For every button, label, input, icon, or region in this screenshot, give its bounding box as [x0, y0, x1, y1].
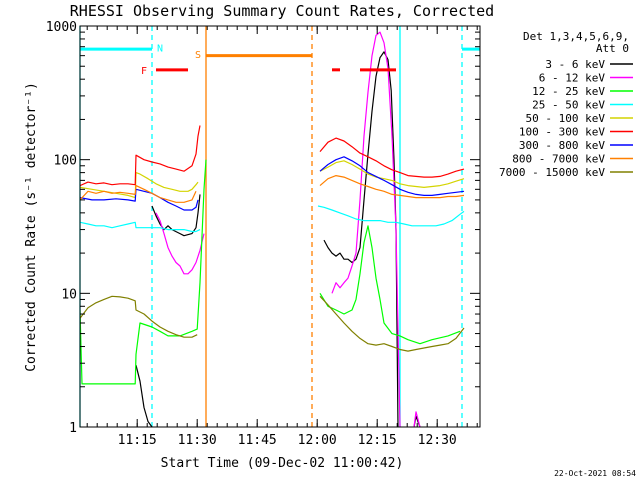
flag-bars: N S F [80, 44, 480, 77]
x-tick-label-2: 11:45 [238, 433, 277, 448]
plot-frame [79, 25, 481, 428]
legend-label-2: 12 - 25 keV [532, 85, 605, 98]
x-tick-label-4: 12:15 [358, 433, 397, 448]
series-line-4-1 [319, 160, 465, 188]
series-line-3-0 [80, 221, 201, 233]
footer-timestamp: 22-Oct-2021 08:54 [554, 469, 636, 478]
y-axis-label: Corrected Count Rate (s⁻¹ detector⁻¹) [24, 82, 39, 372]
series-line-0-0 [135, 365, 153, 427]
x-axis-label: Start Time (09-Dec-02 11:00:42) [161, 456, 404, 471]
series-line-4-0 [80, 172, 199, 199]
series-line-3-1 [317, 205, 465, 227]
legend-header-0: Det 1,3,4,5,6,9, [523, 30, 629, 43]
series-line-5-0 [80, 125, 201, 187]
series-line-6-1 [319, 156, 465, 196]
flag-label-0: N [157, 44, 163, 55]
legend-label-8: 7000 - 15000 keV [499, 166, 605, 179]
x-tick-label-1: 11:30 [178, 433, 217, 448]
x-tick-label-3: 12:00 [298, 433, 337, 448]
legend-label-4: 50 - 100 keV [526, 112, 606, 125]
series-line-2-1 [319, 225, 461, 345]
series-line-8-1 [319, 295, 465, 352]
series-line-8-0 [80, 295, 198, 338]
y-tick-label-3: 1000 [46, 20, 77, 35]
series-line-1-0 [155, 212, 205, 275]
series-line-7-0 [80, 185, 197, 203]
y-tick-label-1: 10 [61, 287, 77, 302]
chart-title: RHESSI Observing Summary Count Rates, Co… [70, 2, 494, 20]
series-line-7-1 [319, 175, 465, 199]
x-axis-ticks: 11:15 11:30 11:45 12:00 12:15 12:30 [86, 26, 478, 448]
series-line-1-2 [413, 411, 421, 427]
y-tick-label-0: 1 [69, 421, 77, 436]
series-line-1-1 [331, 31, 401, 427]
series-line-2-0 [80, 159, 207, 385]
legend-label-5: 100 - 300 keV [519, 126, 605, 139]
series-line-0-2 [323, 51, 399, 427]
y-tick-label-2: 100 [54, 154, 77, 169]
x-tick-label-0: 11:15 [118, 433, 157, 448]
legend-label-1: 6 - 12 keV [539, 72, 606, 85]
legend-label-3: 25 - 50 keV [532, 99, 605, 112]
series-line-6-0 [80, 188, 199, 211]
series-line-5-1 [319, 137, 465, 178]
flag-label-1: S [195, 50, 201, 61]
legend-label-0: 3 - 6 keV [545, 58, 605, 71]
legend-header-1: Att 0 [596, 42, 629, 55]
series-layer [80, 31, 465, 427]
legend-label-6: 300 - 800 keV [519, 139, 605, 152]
flag-label-2: F [141, 66, 147, 77]
x-tick-label-5: 12:30 [418, 433, 457, 448]
legend-label-7: 800 - 7000 keV [512, 153, 605, 166]
y-axis-ticks: 1 10 100 1000 [46, 20, 480, 436]
series-line-0-1 [151, 194, 201, 237]
